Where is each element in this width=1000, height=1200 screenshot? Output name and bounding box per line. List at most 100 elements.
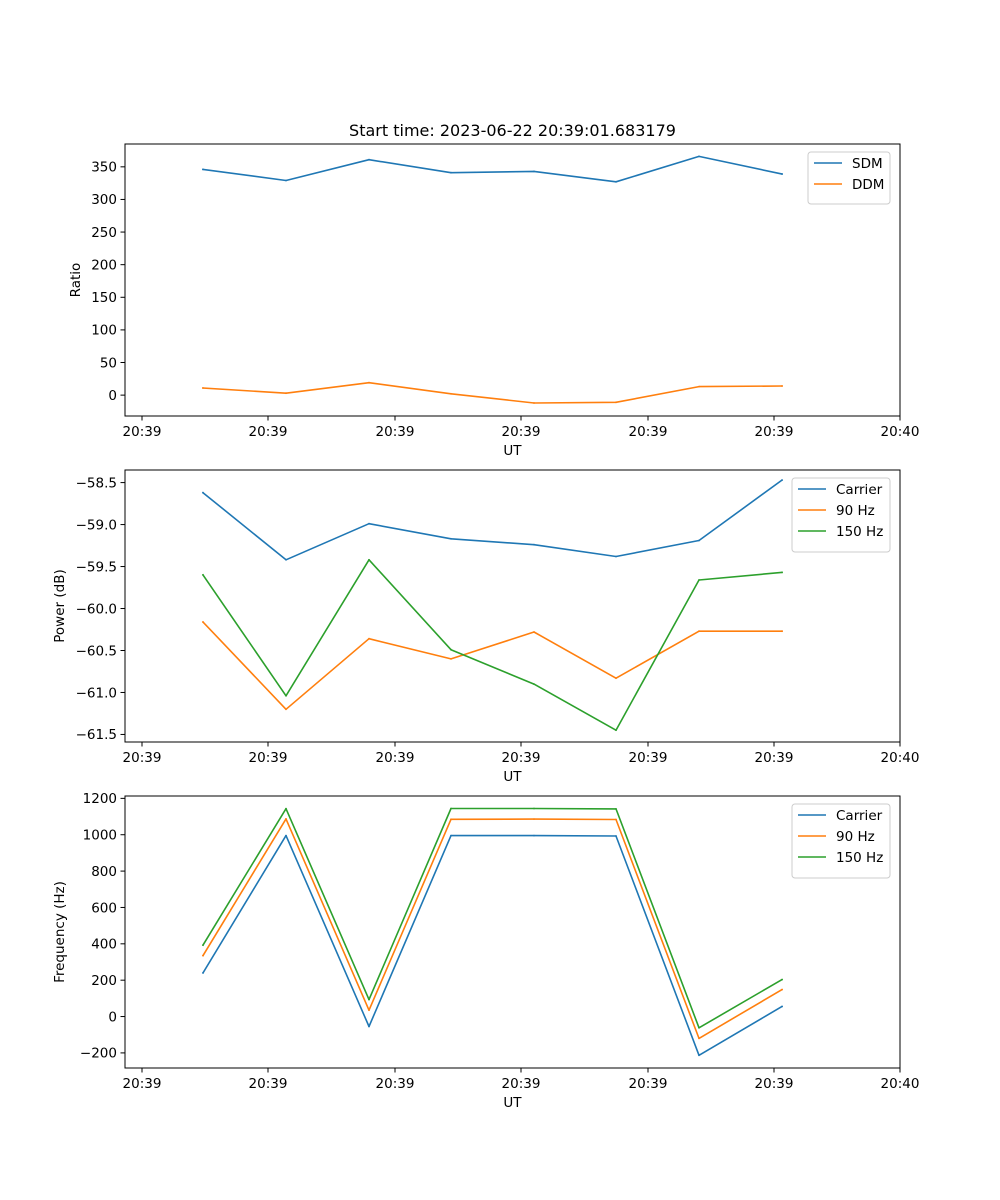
legend-box <box>791 477 891 553</box>
data-point <box>368 1025 370 1028</box>
data-point <box>368 522 370 525</box>
data-point <box>285 708 287 711</box>
data-point <box>781 173 783 175</box>
x-tick-label: 20:39 <box>755 1076 794 1092</box>
x-tick-label: 20:39 <box>123 750 162 766</box>
y-tick-label: 0 <box>108 388 117 404</box>
data-point <box>615 555 617 558</box>
data-point <box>202 574 204 576</box>
y-tick-label: 600 <box>91 900 117 916</box>
legend-entry: 90 Hz <box>836 829 875 845</box>
data-point <box>285 834 287 837</box>
data-point <box>202 387 204 389</box>
y-tick-label: −61.5 <box>76 727 117 743</box>
series-line-sdm <box>202 155 783 183</box>
plot-frame <box>124 795 901 1069</box>
x-tick-label: 20:39 <box>376 1076 415 1092</box>
data-point <box>450 171 452 174</box>
y-tick-label: 1200 <box>83 791 117 807</box>
x-tick-label: 20:39 <box>502 1076 541 1092</box>
data-point <box>368 1009 370 1012</box>
x-tick-label: 20:39 <box>123 1076 162 1092</box>
data-point <box>615 808 617 810</box>
series-line-90-hz <box>201 818 784 1040</box>
series-line-150-hz <box>201 558 783 732</box>
data-point <box>533 543 535 546</box>
data-point <box>781 385 783 387</box>
y-tick-label: −61.0 <box>76 685 117 701</box>
figure-title: Start time: 2023-06-22 20:39:01.683179 <box>349 121 676 140</box>
legend-entry: 150 Hz <box>836 850 883 866</box>
plot-frame <box>124 469 901 743</box>
data-point <box>533 683 535 685</box>
y-tick-label: −60.0 <box>76 601 117 617</box>
data-point <box>533 631 535 633</box>
x-tick-label: 20:39 <box>755 750 794 766</box>
legend-entry: DDM <box>852 177 884 193</box>
data-point <box>781 1005 783 1008</box>
x-tick-label: 20:39 <box>755 424 794 440</box>
data-point <box>615 835 617 837</box>
data-point <box>450 834 452 837</box>
y-tick-label: −200 <box>80 1046 117 1062</box>
y-tick-label: 200 <box>91 973 117 989</box>
data-point <box>450 807 452 810</box>
x-tick-label: 20:39 <box>502 750 541 766</box>
data-point <box>533 170 535 173</box>
data-point <box>368 558 370 561</box>
data-point <box>781 479 783 481</box>
y-tick-label: 350 <box>91 160 117 176</box>
x-tick-label: 20:39 <box>629 750 668 766</box>
y-tick-label: 50 <box>100 355 117 371</box>
chart-panel-3: −200 0 200 400 600 800 1000 1200 20:39 20:39 20:39… <box>52 791 919 1111</box>
x-tick-label: 20:39 <box>502 424 541 440</box>
data-point <box>202 972 204 974</box>
data-point <box>450 392 452 395</box>
data-point <box>781 571 783 574</box>
x-tick-label: 20:39 <box>123 424 162 440</box>
y-tick-label: 1000 <box>83 828 117 844</box>
y-tick-label: 250 <box>91 225 117 241</box>
data-point <box>450 818 452 821</box>
chart-panel-1: 0 50 100 150 200 250 300 350 20:39 20:39 20:39 20:3… <box>68 143 919 459</box>
series-line-carrier <box>201 834 784 1057</box>
data-point <box>698 579 700 581</box>
y-tick-label: 400 <box>91 937 117 953</box>
data-point <box>615 677 617 680</box>
series-line-carrier <box>201 478 784 561</box>
data-point <box>698 385 700 388</box>
data-point <box>781 978 783 981</box>
x-tick-label: 20:39 <box>376 424 415 440</box>
legend-box <box>807 151 891 205</box>
legend-entry: 150 Hz <box>836 524 883 540</box>
data-point <box>698 155 700 158</box>
data-point <box>698 539 700 542</box>
y-tick-label: 800 <box>91 864 117 880</box>
x-axis-label: UT <box>503 769 522 785</box>
data-point <box>533 818 535 820</box>
y-tick-label: 0 <box>108 1009 117 1025</box>
y-tick-label: −58.5 <box>76 475 117 491</box>
data-point <box>615 401 617 404</box>
x-tick-label: 20:39 <box>249 424 288 440</box>
legend-entry: SDM <box>852 156 883 172</box>
y-axis-label: Frequency (Hz) <box>52 881 68 983</box>
x-tick-label: 20:39 <box>629 424 668 440</box>
series-line-ddm <box>202 381 783 404</box>
data-point <box>533 834 535 837</box>
legend-entry: 90 Hz <box>836 503 875 519</box>
x-tick-label: 20:39 <box>249 750 288 766</box>
y-tick-label: −59.0 <box>76 517 117 533</box>
data-point <box>615 180 617 183</box>
legend-entry: Carrier <box>836 482 883 498</box>
data-point <box>533 402 535 404</box>
data-point <box>698 1054 700 1057</box>
data-point <box>202 621 204 623</box>
y-tick-label: 100 <box>91 323 117 339</box>
data-point <box>533 807 535 810</box>
data-point <box>698 1037 700 1040</box>
data-point <box>615 729 617 732</box>
legend: Carrier 90 Hz 150 Hz <box>791 803 891 879</box>
x-axis-label: UT <box>503 443 522 459</box>
x-tick-label: 20:39 <box>629 1076 668 1092</box>
